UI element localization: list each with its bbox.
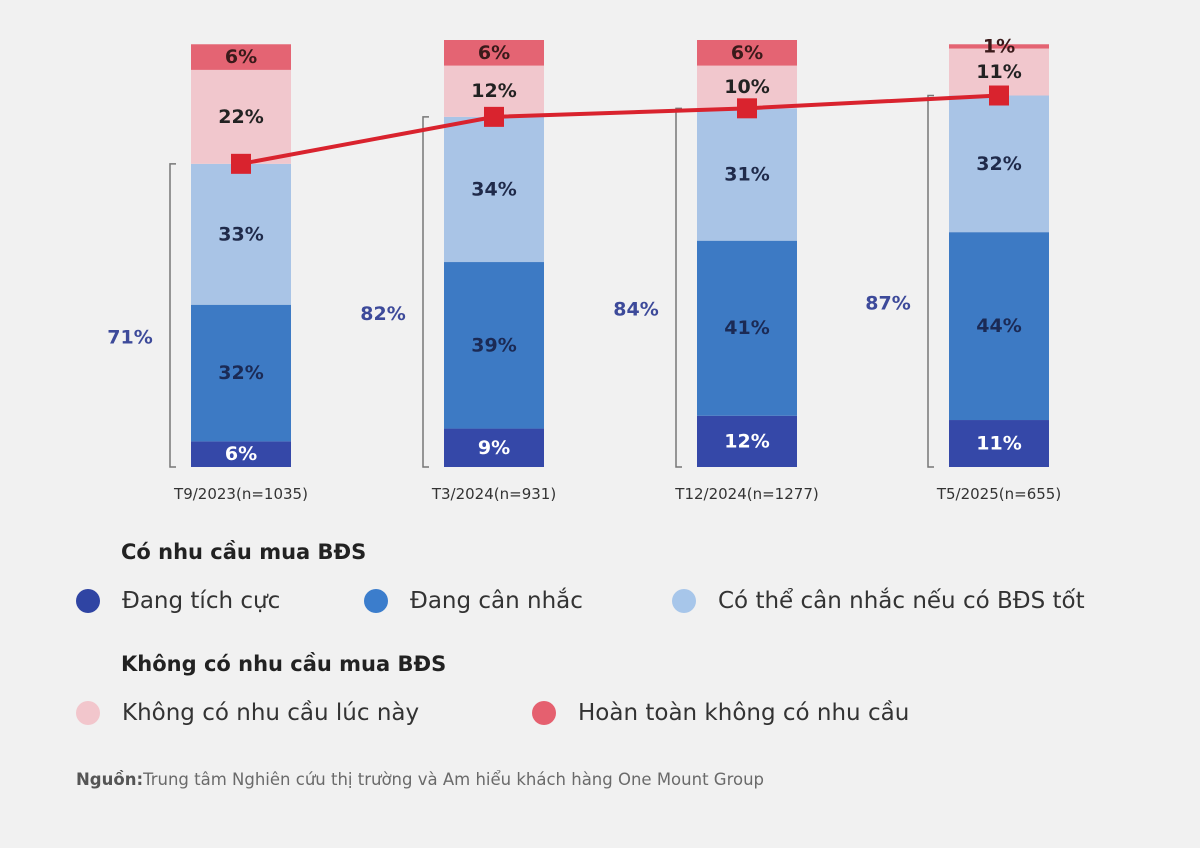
data-label: 6% (478, 42, 510, 64)
data-label: 10% (724, 76, 769, 98)
stacked-bar-chart: 71% 82% 84% 87% 6% 32% 33% 22% 6% T9/2023(n=1035… (107, 35, 1061, 503)
trend-marker (737, 98, 757, 119)
brackets-layer: 71% 82% 84% 87% (107, 94, 934, 468)
bar-segment (191, 441, 291, 467)
bar-segment (949, 420, 1049, 467)
data-label: 39% (471, 334, 516, 356)
bar-segment (191, 163, 291, 305)
legend-item-not-now: Không có nhu cầu lúc này (76, 700, 419, 726)
bar-segment (191, 304, 291, 442)
bar-segment (697, 240, 797, 416)
data-label: 11% (976, 61, 1021, 83)
bar-segment (949, 44, 1049, 49)
bracket-label: 87% (865, 292, 910, 314)
bracket (422, 116, 429, 468)
bracket (169, 163, 176, 468)
source-note: Nguồn:Trung tâm Nghiên cứu thị trường và… (76, 770, 764, 789)
bar-segment (191, 44, 291, 70)
line-layer (231, 85, 1009, 174)
bracket-label: 82% (360, 303, 405, 325)
data-label: 32% (976, 153, 1021, 175)
data-label: 6% (225, 46, 257, 68)
bar-segment (444, 116, 544, 263)
legend-dot-icon (76, 701, 100, 725)
legend-dot-icon (76, 589, 100, 613)
bracket-label: 71% (107, 326, 152, 348)
legend-dot-icon (672, 589, 696, 613)
source-prefix: Nguồn: (76, 770, 144, 789)
data-label: 41% (724, 317, 769, 339)
bracket (927, 94, 934, 468)
bar-segment (444, 40, 544, 66)
data-label: 32% (218, 362, 263, 384)
legend-label: Không có nhu cầu lúc này (122, 700, 420, 726)
bracket (675, 107, 682, 468)
legend-item-considering: Đang cân nhắc (364, 588, 583, 614)
data-label: 9% (478, 437, 510, 459)
data-label: 6% (225, 443, 257, 465)
data-label: 1% (983, 35, 1015, 57)
data-label: 11% (976, 433, 1021, 455)
labels-layer: 6% 32% 33% 22% 6% T9/2023(n=1035) 9% 39% 34% 12% 6… (173, 35, 1061, 503)
bar-segment (949, 95, 1049, 233)
bar-segment (697, 108, 797, 241)
legend-dot-icon (532, 701, 556, 725)
data-label: 31% (724, 164, 769, 186)
data-label: 22% (218, 106, 263, 128)
bar-segment (444, 262, 544, 429)
bars-layer (191, 40, 1049, 467)
source-text: Trung tâm Nghiên cứu thị trường và Am hi… (143, 770, 765, 789)
bar-segment (697, 40, 797, 66)
data-label: 44% (976, 315, 1021, 337)
legend-group-title-no-demand: Không có nhu cầu mua BĐS (121, 652, 447, 676)
trend-marker (231, 153, 251, 174)
data-label: 12% (471, 80, 516, 102)
bar-segment (697, 415, 797, 467)
legend-dot-icon (364, 589, 388, 613)
data-label: 34% (471, 178, 516, 200)
trend-marker (484, 106, 504, 127)
data-label: 33% (218, 223, 263, 245)
legend-label: Đang cân nhắc (410, 588, 583, 614)
legend-group-title-demand: Có nhu cầu mua BĐS (121, 540, 367, 564)
legend-label: Có thể cân nhắc nếu có BĐS tốt (718, 588, 1085, 614)
legend-label: Hoàn toàn không có nhu cầu (578, 700, 910, 726)
legend-label: Đang tích cực (122, 588, 281, 614)
bracket-label: 84% (613, 299, 658, 321)
legend-item-may-consider: Có thể cân nhắc nếu có BĐS tốt (672, 588, 1085, 614)
bar-segment (444, 428, 544, 467)
x-tick-label: T9/2023(n=1035) (173, 485, 308, 503)
bar-segment (191, 69, 291, 164)
x-tick-label: T5/2025(n=655) (936, 485, 1061, 503)
legend-item-active: Đang tích cực (76, 588, 280, 614)
trend-marker (989, 85, 1009, 106)
x-tick-label: T3/2024(n=931) (431, 485, 556, 503)
data-label: 12% (724, 430, 769, 452)
bar-segment (949, 232, 1049, 421)
trend-line (240, 93, 1000, 166)
x-tick-label: T12/2024(n=1277) (674, 485, 818, 503)
legend-item-no-demand: Hoàn toàn không có nhu cầu (532, 700, 909, 726)
data-label: 6% (731, 42, 763, 64)
